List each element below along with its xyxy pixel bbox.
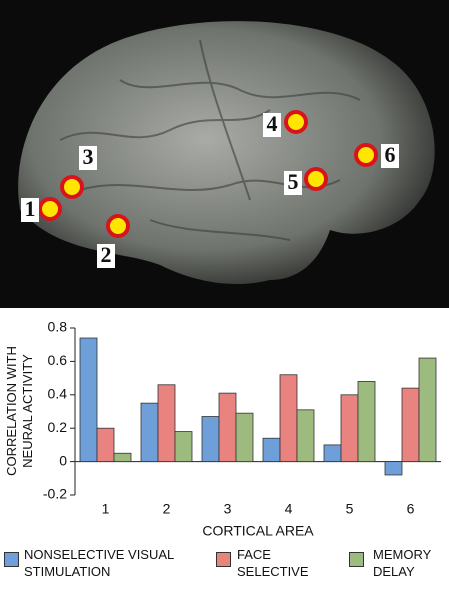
x-axis-title: CORTICAL AREA (202, 523, 314, 539)
marker-label-box (284, 171, 302, 195)
bar (201, 416, 220, 463)
bar (340, 394, 359, 462)
x-tick-label: 6 (407, 501, 415, 517)
marker-label: 5 (288, 169, 299, 194)
bar (418, 357, 437, 462)
marker-label-box (79, 146, 97, 170)
bar (79, 337, 98, 462)
y-tick-label: 0 (59, 452, 67, 468)
bar (384, 461, 403, 476)
bar (357, 381, 376, 463)
legend-label: MEMORY DELAY (373, 547, 432, 579)
bar (279, 374, 298, 463)
bar (113, 452, 132, 463)
marker-label: 1 (25, 196, 36, 221)
marker-label: 2 (101, 242, 112, 267)
marker-label: 4 (267, 111, 278, 136)
legend-swatch (216, 552, 231, 567)
legend-label: NONSELECTIVE VISUAL STIMULATION (24, 547, 174, 579)
marker (38, 197, 62, 221)
marker-label-box (263, 113, 281, 137)
sulci (59, 39, 361, 241)
x-tick-label: 3 (224, 501, 232, 517)
bar (218, 392, 237, 463)
x-tick-label: 5 (346, 501, 354, 517)
marker-label-box (21, 198, 39, 222)
marker-label-box (381, 144, 399, 168)
legend-swatch (4, 552, 19, 567)
bar (323, 444, 342, 462)
bar (296, 409, 315, 462)
bar (96, 427, 115, 463)
marker-label-box (97, 244, 115, 268)
marker-label: 6 (385, 142, 396, 167)
legend-label: FACE SELECTIVE (237, 547, 309, 579)
marker (304, 167, 328, 191)
legend-swatch (349, 552, 364, 567)
bar (140, 402, 159, 462)
bar (157, 384, 176, 462)
y-tick-label: -0.2 (43, 486, 67, 502)
y-tick-label: 0.4 (48, 386, 68, 402)
x-tick-label: 4 (285, 501, 293, 517)
x-tick-label: 2 (163, 501, 171, 517)
bar (174, 431, 193, 463)
marker (284, 110, 308, 134)
marker (60, 175, 84, 199)
marker (106, 214, 130, 238)
bar (235, 412, 254, 463)
y-tick-label: 0.8 (48, 319, 68, 335)
marker-label: 3 (83, 144, 94, 169)
y-tick-label: 0.6 (48, 352, 68, 368)
x-tick-label: 1 (102, 501, 110, 517)
y-tick-label: 0.2 (48, 419, 68, 435)
bar (262, 437, 281, 463)
marker (354, 143, 378, 167)
y-axis-title: CORRELATION WITHNEURAL ACTIVITY (4, 346, 35, 476)
bar (401, 387, 420, 462)
